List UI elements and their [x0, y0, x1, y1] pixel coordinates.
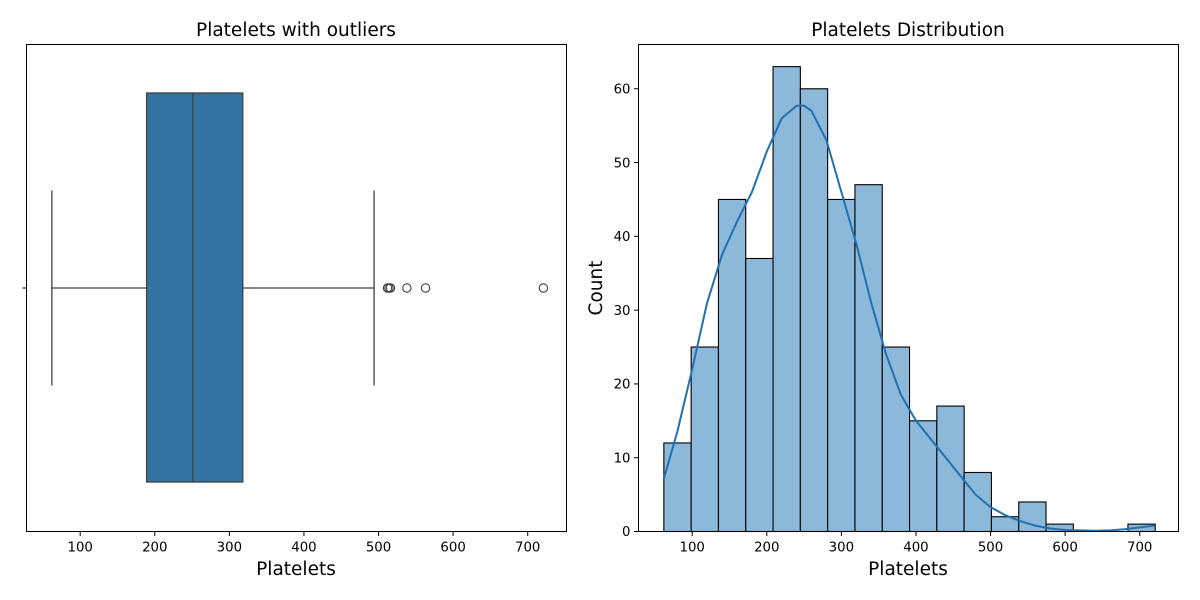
x-tick-label: 200: [142, 541, 167, 556]
histogram-y-axis-label: Count: [586, 261, 607, 316]
x-tick-label: 400: [291, 541, 316, 556]
x-tick-label: 300: [217, 541, 242, 556]
histogram-bar: [827, 198, 856, 533]
y-tick-label: 40: [614, 230, 631, 245]
outlier-point: [385, 283, 396, 293]
boxplot-chart: Platelets with outliers 100 200 300 400 500 6…: [22, 20, 567, 580]
boxplot-title: Platelets with outliers: [196, 20, 396, 41]
histogram-chart: Platelets Distribution 100 200 300 400 500 60…: [586, 20, 1179, 580]
y-tick-label: 60: [614, 82, 631, 97]
boxplot-x-ticks: 100 200 300 400 500 600 700: [68, 531, 540, 556]
histogram-title: Platelets Distribution: [811, 20, 1005, 41]
histogram-bar: [936, 405, 965, 533]
x-tick-label: 300: [829, 541, 854, 556]
histogram-x-ticks: 100 200 300 400 500 600 700: [680, 531, 1152, 556]
x-tick-label: 600: [440, 541, 465, 556]
x-tick-label: 700: [515, 541, 540, 556]
histogram-y-ticks: 0 10 20 30 40 50 60: [614, 82, 639, 540]
x-tick-label: 500: [366, 541, 391, 556]
x-tick-label: 500: [978, 541, 1003, 556]
histogram-bar: [772, 66, 801, 533]
histogram-bar: [799, 88, 829, 533]
x-tick-label: 100: [68, 541, 93, 556]
histogram-bar: [854, 184, 883, 533]
histogram-bar: [663, 442, 692, 533]
y-tick-label: 20: [614, 378, 631, 393]
histogram-bar: [745, 257, 774, 533]
histogram-bar: [963, 471, 992, 533]
x-tick-label: 100: [680, 541, 705, 556]
outlier-point: [402, 283, 412, 293]
histogram-frame: [638, 44, 1179, 532]
x-tick-label: 700: [1127, 541, 1152, 556]
histogram-bar: [690, 346, 720, 533]
x-tick-label: 600: [1052, 541, 1077, 556]
y-tick-label: 0: [622, 525, 630, 540]
x-tick-label: 200: [754, 541, 779, 556]
histogram-bar: [908, 420, 938, 533]
histogram-bar: [881, 346, 911, 533]
y-tick-label: 50: [614, 156, 631, 171]
iqr-box: [145, 92, 244, 483]
outlier-point: [420, 283, 431, 293]
boxplot-frame: [26, 44, 567, 532]
boxplot-x-axis-label: Platelets: [256, 559, 336, 580]
boxplot-plot-area: [22, 92, 549, 483]
histogram-bar: [717, 198, 747, 533]
y-tick-label: 10: [614, 451, 631, 466]
histogram-bars: [663, 66, 1156, 533]
kde-curve: [662, 104, 1155, 532]
y-tick-label: 30: [614, 304, 631, 319]
x-tick-label: 400: [903, 541, 928, 556]
outlier-point: [538, 283, 549, 293]
histogram-x-axis-label: Platelets: [868, 559, 948, 580]
